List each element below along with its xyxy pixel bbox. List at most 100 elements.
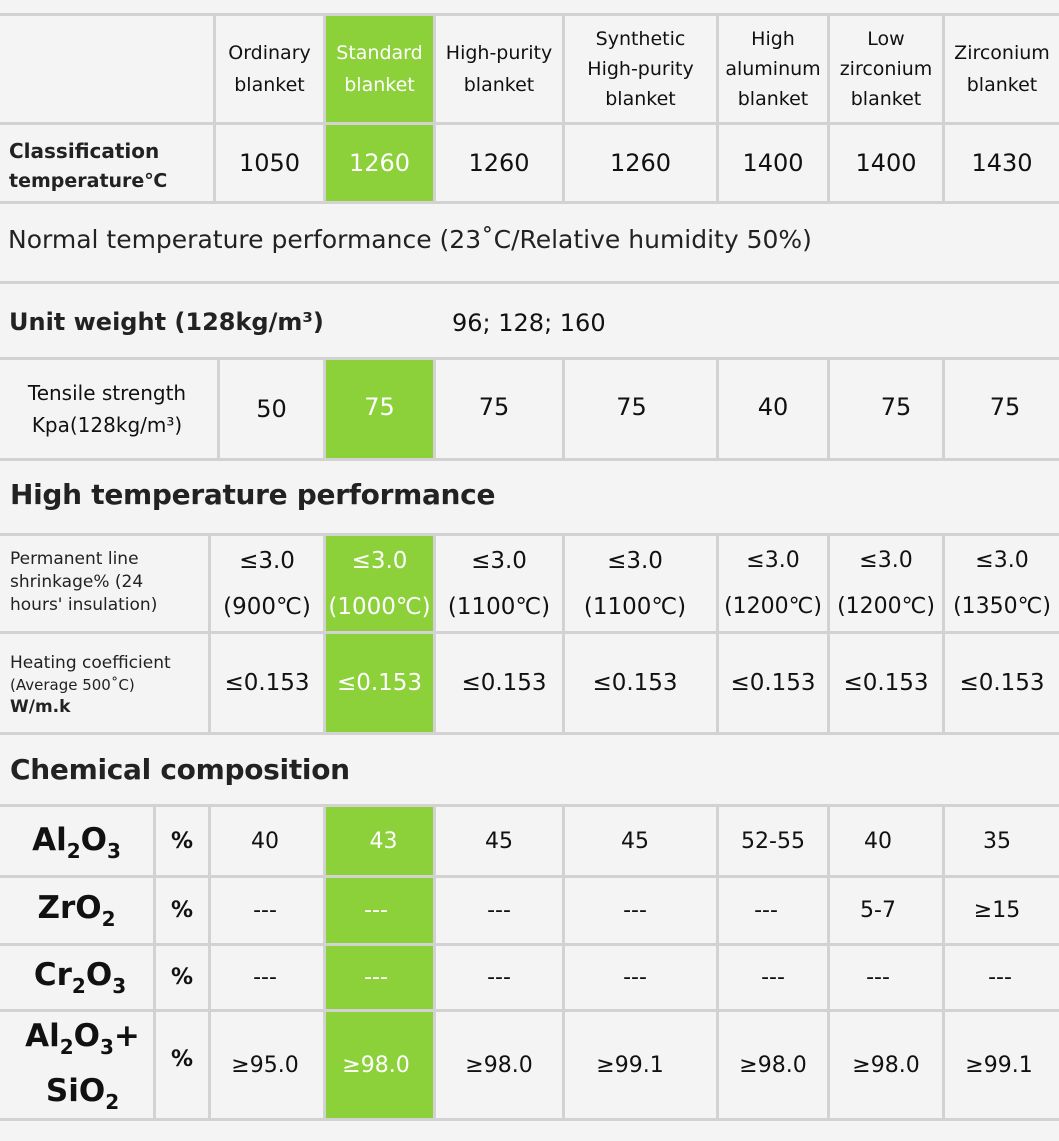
grid-line: [0, 875, 1059, 878]
column-header-low-zirconium: Low zirconium blanket: [830, 16, 942, 122]
shrinkage-label: Permanent line shrinkage% (24 hours' ins…: [10, 548, 157, 617]
grid-line: [323, 804, 326, 1118]
column-header-standard: Standard blanket: [326, 16, 433, 122]
value-cell: ≤0.153: [224, 670, 310, 696]
value-cell: 75: [989, 393, 1021, 421]
grid-line: [0, 13, 1059, 16]
classification-label: Classification temperature℃: [9, 136, 167, 196]
value-line: ≤3.0: [859, 547, 913, 573]
formula-al2o3: Al2O3: [32, 822, 121, 863]
value-cell: ---: [866, 965, 890, 990]
label-line: Heating coefficient: [10, 653, 171, 673]
value-line: (1200℃): [724, 593, 822, 619]
value-cell: ---: [487, 898, 511, 923]
tensile-label: Tensile strength Kpa(128kg/m³): [0, 360, 214, 458]
value-cell: ≤3.0 (1350℃): [945, 536, 1059, 631]
normal-temperature-title: Normal temperature performance (23˚C/Rel…: [8, 225, 812, 254]
label-line: shrinkage% (24: [10, 572, 144, 592]
value-cell: ---: [487, 965, 511, 990]
grid-line: [942, 13, 945, 201]
value-line: ≤3.0: [351, 547, 408, 574]
grid-line: [942, 533, 945, 732]
grid-line: [433, 357, 436, 458]
value-cell: ≤3.0 (1100℃): [436, 536, 562, 631]
grid-line: [562, 13, 565, 201]
grid-line: [208, 804, 211, 1118]
value-line: (1200℃): [837, 593, 935, 619]
value-cell: 50: [256, 395, 287, 423]
value-line: ≤3.0: [746, 547, 800, 573]
grid-line: [562, 533, 565, 732]
grid-line: [433, 804, 436, 1118]
value-cell: ---: [364, 898, 388, 923]
value-cell: 45: [621, 828, 649, 854]
label-line: hours' insulation): [10, 595, 158, 615]
grid-line: [0, 281, 1059, 284]
column-header-line: blanket: [234, 74, 305, 96]
value-line: (1100℃): [447, 593, 551, 620]
grid-line: [0, 1009, 1059, 1012]
value-line: ≤3.0: [471, 547, 527, 574]
grid-line: [0, 201, 1059, 204]
value-cell: ≥98.0: [465, 1052, 533, 1078]
value-cell: ≤3.0 (900℃): [211, 536, 323, 631]
value-cell: ≤0.153: [730, 670, 816, 696]
grid-line: [433, 13, 436, 201]
value-line: ≤3.0: [975, 547, 1029, 573]
value-cell: ---: [988, 965, 1012, 990]
value-cell: 1260: [468, 149, 530, 177]
value-cell: ---: [364, 965, 388, 990]
grid-line: [153, 804, 156, 1118]
value-cell: 45: [485, 828, 513, 854]
label-line: (Average 500˚C): [10, 676, 135, 694]
heating-label: Heating coefficient (Average 500˚C) W/m.…: [10, 652, 171, 718]
value-cell: ---: [754, 898, 778, 923]
grid-line: [217, 357, 220, 458]
grid-line: [716, 804, 719, 1118]
grid-line: [323, 13, 326, 201]
grid-line: [716, 357, 719, 458]
grid-line: [0, 631, 1059, 634]
label-line: Permanent line: [10, 549, 139, 569]
unit-weight-value: 96; 128; 160: [452, 309, 606, 337]
value-cell: ≤0.153: [843, 670, 929, 696]
value-cell: ---: [623, 965, 647, 990]
grid-line: [0, 804, 1059, 807]
unit-weight-label: Unit weight (128kg/m³): [9, 308, 324, 336]
grid-line: [0, 357, 1059, 360]
highlight-standard-shrink: [323, 536, 435, 732]
grid-line: [716, 13, 719, 201]
grid-line: [323, 357, 326, 458]
value-cell: ≥98.0: [342, 1052, 410, 1078]
value-cell: ≤3.0 (1200℃): [719, 536, 827, 631]
grid-line: [827, 13, 830, 201]
column-header-line: blanket: [966, 74, 1038, 96]
grid-line: [0, 943, 1059, 946]
value-cell: 75: [880, 393, 912, 421]
highlight-standard-classification: [323, 124, 435, 201]
value-cell: ≥95.0: [231, 1052, 299, 1078]
value-line: (1000℃): [328, 593, 431, 620]
formula-zro2: ZrO2: [37, 890, 116, 931]
column-header-synthetic: Synthetic High-purity blanket: [565, 16, 716, 122]
value-cell: ---: [253, 898, 277, 923]
column-header-line: blanket: [850, 88, 922, 110]
value-line: (1100℃): [583, 593, 687, 620]
value-cell: ≤0.153: [461, 670, 547, 696]
value-cell: 40: [251, 828, 279, 854]
value-cell: ---: [623, 898, 647, 923]
highlight-standard-chem: [323, 806, 435, 1118]
value-cell: 40: [864, 828, 892, 854]
value-cell: 35: [983, 828, 1011, 854]
column-header-line: blanket: [463, 74, 535, 96]
value-cell: ≤3.0 (1000℃): [326, 536, 433, 631]
unit-percent: %: [170, 898, 194, 923]
value-cell: ≥98.0: [739, 1052, 807, 1078]
column-header-line: blanket: [344, 74, 415, 96]
label-line: temperature℃: [9, 170, 168, 192]
grid-line: [942, 357, 945, 458]
grid-line: [0, 1118, 1059, 1121]
column-header-line: Ordinary: [228, 42, 311, 64]
grid-line: [562, 804, 565, 1118]
high-temperature-title: High temperature performance: [10, 478, 496, 511]
